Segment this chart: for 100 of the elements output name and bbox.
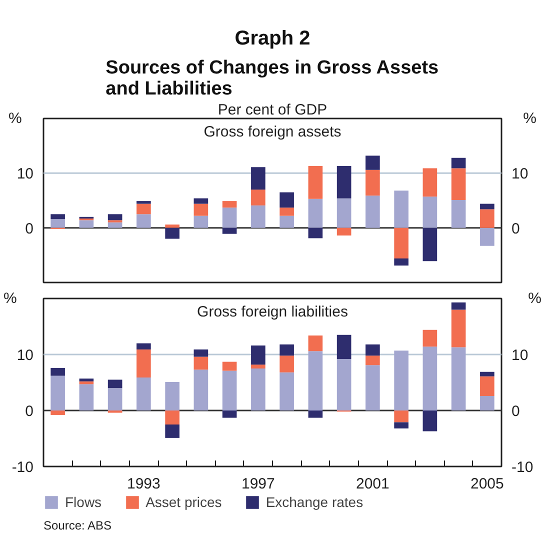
bar (394, 422, 408, 428)
bar (50, 219, 65, 228)
y2-tick-label: 10 (512, 347, 528, 364)
annotation: Gross foreign assets (204, 124, 342, 140)
bar (394, 228, 408, 258)
bar (280, 192, 294, 208)
bar (366, 356, 380, 366)
bar (422, 228, 438, 262)
bar (79, 220, 94, 228)
bar (366, 365, 380, 410)
bar (280, 208, 294, 216)
y-tick-label: 0 (25, 403, 34, 420)
bar (194, 356, 208, 370)
bar (222, 370, 237, 410)
bar (366, 156, 380, 170)
bar (422, 410, 438, 432)
legend-label: Flows (65, 494, 102, 510)
bar (422, 346, 438, 410)
bar (222, 362, 237, 371)
bar (308, 166, 323, 199)
bar (336, 166, 352, 198)
y2-tick-label: 0 (512, 403, 520, 420)
bar (394, 410, 408, 422)
bar (251, 368, 266, 410)
bar (336, 228, 352, 236)
y2-tick-label: 10 (512, 166, 528, 183)
bar (136, 201, 151, 204)
y-axis-title: % (8, 110, 22, 127)
bar (136, 204, 151, 214)
bar (136, 214, 151, 228)
bar (480, 376, 494, 396)
source-note: Source: ABS (44, 518, 112, 532)
bar (222, 201, 237, 208)
bar (308, 410, 323, 418)
annotation: Per cent of GDP (218, 102, 328, 118)
bar (108, 214, 122, 220)
bar (480, 228, 494, 246)
annotation: Gross foreign liabilities (197, 304, 348, 320)
bar (451, 347, 466, 410)
bar (251, 167, 266, 190)
bar (79, 384, 94, 410)
x-tick-label: 2005 (470, 476, 504, 492)
bar (451, 168, 466, 200)
bar (251, 205, 266, 228)
bar (480, 204, 494, 210)
bar (136, 349, 151, 378)
y-tick-label: 10 (16, 166, 34, 183)
bar (308, 351, 323, 410)
y2-axis-title: % (528, 290, 542, 307)
bar (366, 170, 380, 196)
bar (194, 198, 208, 204)
legend-label: Exchange rates (266, 494, 364, 510)
bar (451, 302, 466, 310)
bar (108, 380, 122, 388)
bar (308, 228, 323, 238)
bar (194, 370, 208, 410)
bar (136, 343, 151, 350)
bar (394, 258, 408, 266)
bar (451, 200, 466, 228)
bar (222, 208, 237, 228)
bar (451, 158, 466, 168)
bar (366, 196, 380, 228)
bar (366, 344, 380, 356)
bar (79, 378, 94, 382)
bar (480, 209, 494, 228)
bar (394, 350, 408, 410)
bar (194, 204, 208, 216)
bar (280, 344, 294, 356)
x-tick-label: 1997 (242, 476, 275, 492)
x-tick-label: 1993 (127, 476, 160, 492)
y2-tick-label: 0 (512, 220, 520, 238)
y-axis-title: % (3, 290, 17, 307)
bar (108, 388, 122, 410)
chart-subtitle: Sources of Changes in Gross Assets and Liabilities (106, 58, 439, 100)
chart-title: Graph 2 (234, 28, 310, 50)
bar (480, 372, 494, 376)
bar (280, 216, 294, 228)
bar (165, 228, 180, 239)
y-tick-label: 0 (25, 220, 34, 238)
bar (50, 214, 65, 220)
x-tick-label: 2001 (356, 476, 390, 492)
bar (422, 168, 438, 197)
bar (165, 410, 180, 424)
bar (251, 346, 266, 365)
bar (50, 410, 65, 415)
bar (136, 377, 151, 410)
bar (480, 396, 494, 410)
bar (251, 364, 266, 368)
bar (308, 335, 323, 352)
bar (251, 190, 266, 206)
bar (422, 196, 438, 228)
bar (165, 424, 180, 438)
bar (50, 368, 65, 376)
legend-label: Asset prices (146, 494, 222, 510)
bar (280, 372, 294, 410)
bar (194, 349, 208, 357)
bar (165, 224, 180, 228)
bar (336, 358, 352, 410)
bar (108, 222, 122, 228)
bar (222, 228, 237, 234)
